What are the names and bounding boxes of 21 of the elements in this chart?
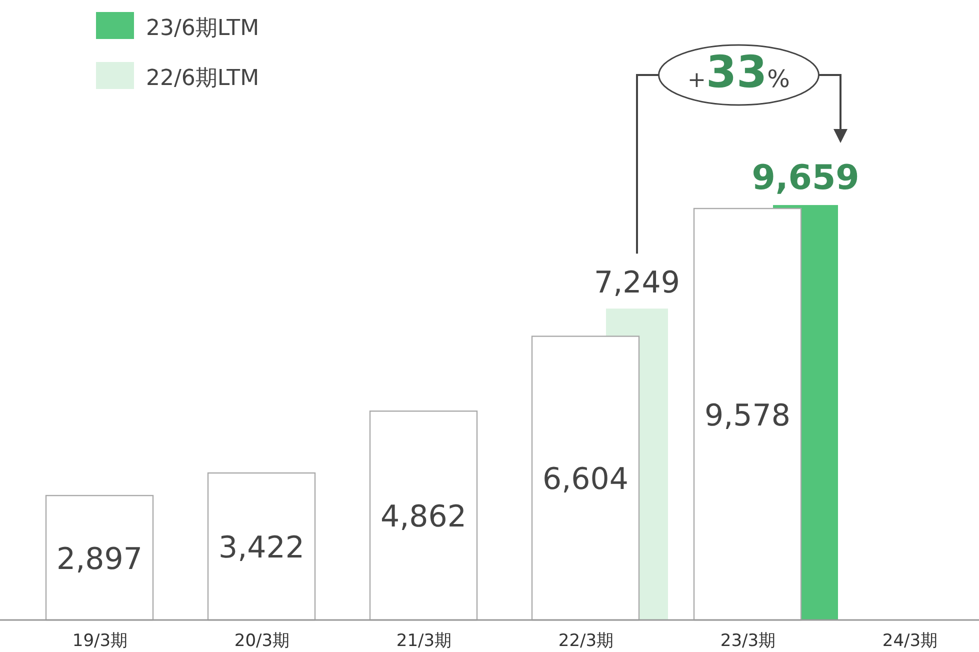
bar [693, 208, 802, 621]
bar [207, 472, 316, 621]
legend-label: 22/6期LTM [146, 66, 260, 91]
data-label: 9,578 [704, 398, 790, 434]
legend-label: 23/6期LTM [146, 16, 260, 41]
text: +33% [688, 47, 790, 98]
x-tick-label: 21/3期 [396, 631, 452, 651]
data-label: 4,862 [380, 500, 466, 535]
bar [369, 410, 478, 621]
data-label: 3,422 [218, 530, 304, 566]
x-tick-label: 20/3期 [234, 631, 290, 651]
x-tick-label: 23/3期 [720, 631, 776, 651]
bar [531, 336, 640, 621]
data-label: 6,604 [542, 462, 628, 498]
bar [45, 494, 154, 621]
data-label: 7,249 [594, 266, 680, 301]
x-tick-label: 22/3期 [558, 631, 614, 651]
x-tick-label: 19/3期 [72, 631, 128, 651]
x-tick-label: 24/3期 [882, 631, 938, 651]
data-label: 2,897 [56, 542, 142, 577]
data-label: 9,659 [752, 158, 860, 198]
